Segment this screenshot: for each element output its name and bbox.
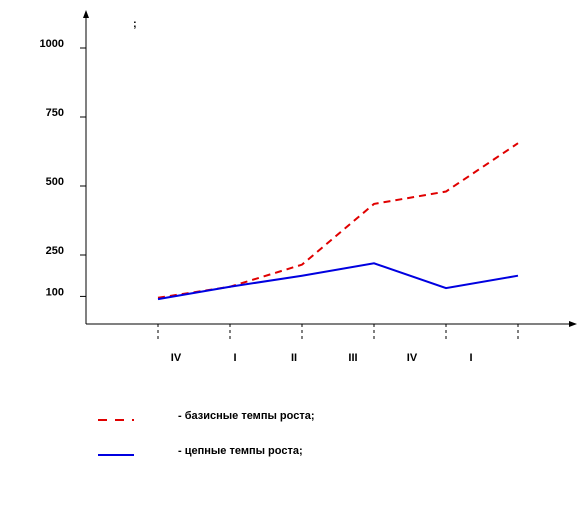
- x-tick-label: II: [291, 352, 297, 364]
- x-axis-arrow: [569, 321, 577, 327]
- x-tick-label: I: [469, 352, 472, 364]
- y-axis-arrow: [83, 10, 89, 18]
- y-tick-label: 1000: [40, 38, 64, 50]
- y-tick-label: 500: [46, 176, 64, 188]
- x-tick-label: IV: [171, 352, 182, 364]
- x-tick-label: III: [348, 352, 357, 364]
- legend-label: - базисные темпы роста;: [178, 410, 315, 422]
- line-series: [157, 262, 519, 301]
- line-series: [157, 142, 519, 299]
- x-tick-label: IV: [407, 352, 418, 364]
- legend-label: - цепные темпы роста;: [178, 445, 303, 457]
- y-tick-label: 250: [46, 245, 64, 257]
- annotation: ;: [133, 18, 137, 30]
- x-tick-label: I: [233, 352, 236, 364]
- y-tick-label: 100: [46, 286, 64, 298]
- y-tick-label: 750: [46, 107, 64, 119]
